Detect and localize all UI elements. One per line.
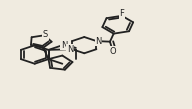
Text: F: F (119, 9, 124, 18)
Text: S: S (43, 30, 48, 39)
Text: O: O (110, 47, 116, 56)
Text: N: N (61, 41, 67, 50)
Text: N: N (95, 37, 102, 46)
Text: N: N (67, 45, 73, 54)
